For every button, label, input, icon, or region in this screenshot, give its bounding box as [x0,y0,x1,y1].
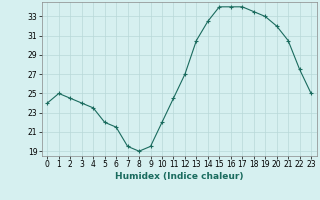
X-axis label: Humidex (Indice chaleur): Humidex (Indice chaleur) [115,172,244,181]
